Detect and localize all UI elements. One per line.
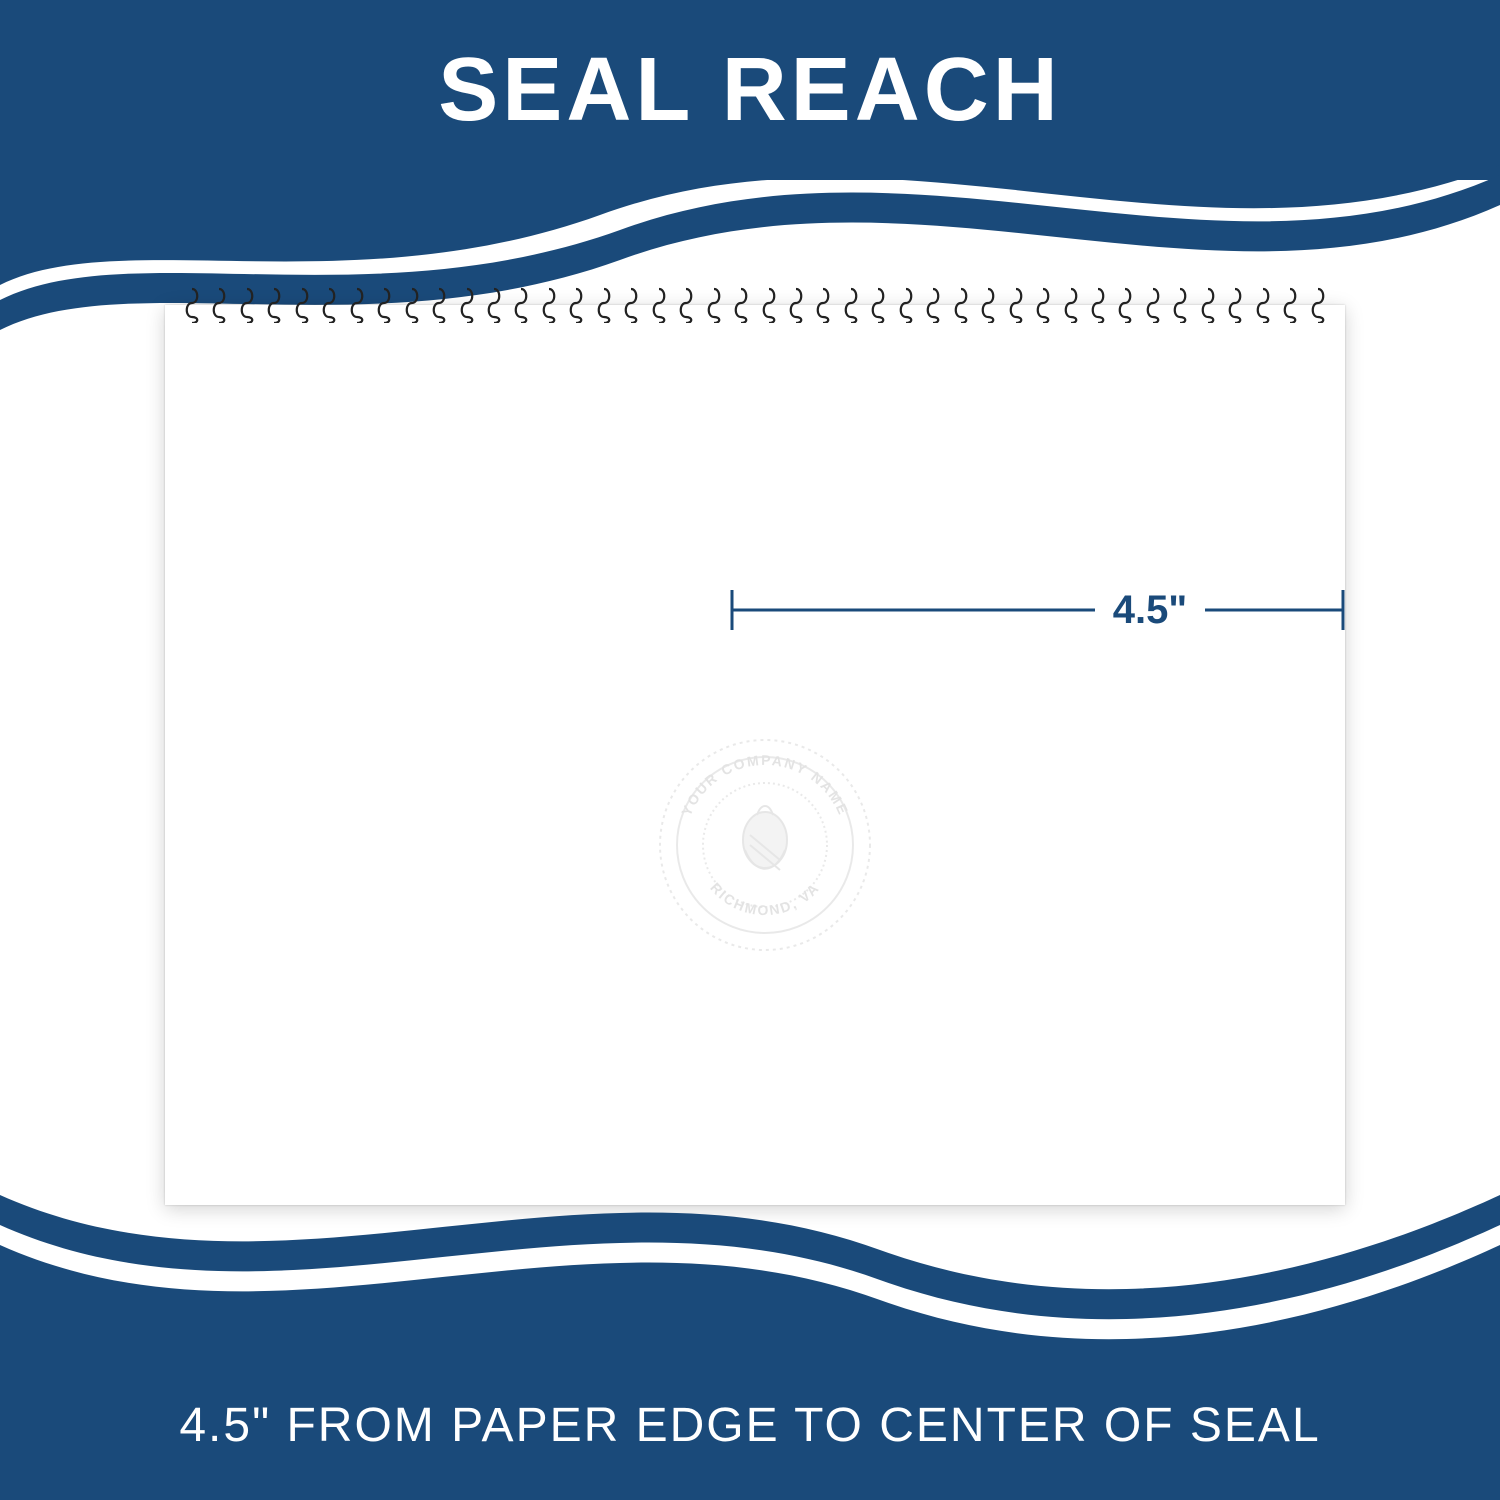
svg-text:RICHMOND, VA: RICHMOND, VA bbox=[707, 879, 822, 918]
spiral-ring bbox=[1091, 287, 1105, 323]
spiral-ring bbox=[981, 287, 995, 323]
spiral-ring bbox=[926, 287, 940, 323]
spiral-ring bbox=[514, 287, 528, 323]
spiral-ring bbox=[212, 287, 226, 323]
page-title: SEAL REACH bbox=[438, 39, 1061, 142]
spiral-ring bbox=[707, 287, 721, 323]
measurement-value: 4.5" bbox=[1095, 588, 1205, 633]
spiral-ring bbox=[597, 287, 611, 323]
bottom-banner: 4.5" FROM PAPER EDGE TO CENTER OF SEAL bbox=[0, 1350, 1500, 1500]
spiral-ring bbox=[1036, 287, 1050, 323]
spiral-ring bbox=[405, 287, 419, 323]
spiral-ring bbox=[1173, 287, 1187, 323]
footer-text: 4.5" FROM PAPER EDGE TO CENTER OF SEAL bbox=[179, 1398, 1320, 1453]
spiral-ring bbox=[1228, 287, 1242, 323]
spiral-ring bbox=[1256, 287, 1270, 323]
spiral-ring bbox=[569, 287, 583, 323]
spiral-ring bbox=[1064, 287, 1078, 323]
spiral-ring bbox=[679, 287, 693, 323]
spiral-ring bbox=[844, 287, 858, 323]
spiral-ring bbox=[1311, 287, 1325, 323]
spiral-ring bbox=[185, 287, 199, 323]
seal-top-text: YOUR COMPANY NAME bbox=[678, 752, 852, 818]
spiral-ring bbox=[954, 287, 968, 323]
svg-text:YOUR COMPANY NAME: YOUR COMPANY NAME bbox=[678, 752, 852, 818]
measurement-indicator: 4.5" bbox=[730, 580, 1345, 660]
notepad: YOUR COMPANY NAME RICHMOND, VA 4.5" bbox=[165, 305, 1345, 1205]
spiral-ring bbox=[899, 287, 913, 323]
spiral-ring bbox=[267, 287, 281, 323]
spiral-ring bbox=[1283, 287, 1297, 323]
spiral-ring bbox=[350, 287, 364, 323]
spiral-ring bbox=[322, 287, 336, 323]
spiral-ring bbox=[432, 287, 446, 323]
spiral-ring bbox=[789, 287, 803, 323]
spiral-ring bbox=[487, 287, 501, 323]
spiral-ring bbox=[1118, 287, 1132, 323]
spiral-ring bbox=[871, 287, 885, 323]
spiral-ring bbox=[734, 287, 748, 323]
spiral-ring bbox=[1009, 287, 1023, 323]
spiral-ring bbox=[542, 287, 556, 323]
spiral-ring bbox=[762, 287, 776, 323]
spiral-binding bbox=[185, 287, 1325, 323]
spiral-ring bbox=[460, 287, 474, 323]
top-banner: SEAL REACH bbox=[0, 0, 1500, 180]
seal-bottom-text: RICHMOND, VA bbox=[707, 879, 822, 918]
embossed-seal: YOUR COMPANY NAME RICHMOND, VA bbox=[655, 735, 875, 955]
spiral-ring bbox=[240, 287, 254, 323]
spiral-ring bbox=[1201, 287, 1215, 323]
spiral-ring bbox=[624, 287, 638, 323]
spiral-ring bbox=[652, 287, 666, 323]
spiral-ring bbox=[816, 287, 830, 323]
spiral-ring bbox=[1146, 287, 1160, 323]
spiral-ring bbox=[377, 287, 391, 323]
spiral-ring bbox=[295, 287, 309, 323]
